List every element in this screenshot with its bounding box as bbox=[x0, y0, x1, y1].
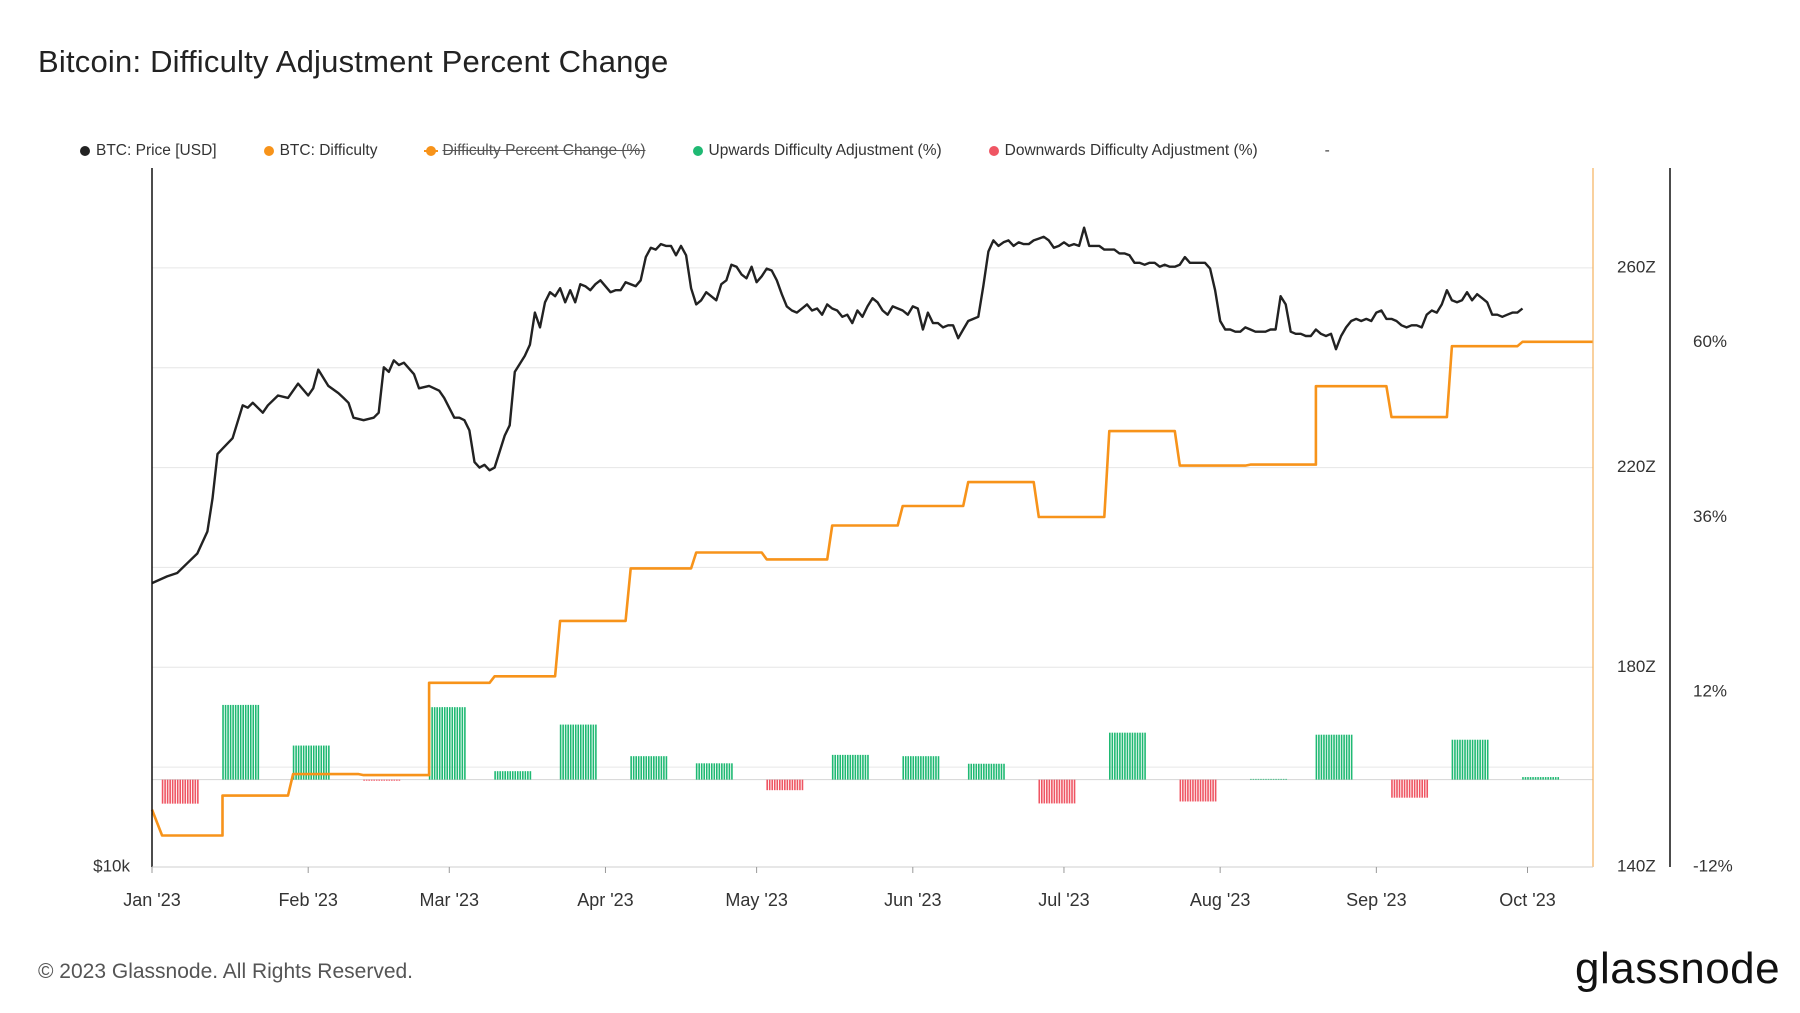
legend-label: BTC: Difficulty bbox=[279, 142, 378, 159]
legend-dot-price bbox=[80, 146, 90, 156]
legend-label: Difficulty Percent Change (%) bbox=[442, 142, 646, 159]
axes bbox=[151, 168, 1671, 873]
legend-item-difficulty[interactable]: BTC: Difficulty bbox=[263, 142, 378, 160]
axis-labels: Jan '23 Feb '23 Mar '23 Apr '23 May '23 Jun '… bbox=[93, 257, 1733, 910]
difficulty-line bbox=[150, 340, 1593, 837]
x-tick-label: Sep '23 bbox=[1346, 890, 1407, 910]
difficulty-series bbox=[150, 340, 1593, 837]
x-tick-label: Aug '23 bbox=[1190, 890, 1251, 910]
x-tick-label: Apr '23 bbox=[577, 890, 633, 910]
y-right-difficulty-tick-label: 140Z bbox=[1617, 856, 1656, 875]
legend-item-upwards-adjustment[interactable]: Upwards Difficulty Adjustment (%) bbox=[692, 142, 942, 160]
legend-label: Upwards Difficulty Adjustment (%) bbox=[708, 142, 942, 159]
y-right-difficulty-tick-label: 260Z bbox=[1617, 257, 1656, 276]
x-tick-label: May '23 bbox=[725, 890, 787, 910]
legend-item-price[interactable]: BTC: Price [USD] bbox=[80, 142, 217, 160]
grid-lines bbox=[152, 267, 1593, 781]
y-right-percent-tick-label: -12% bbox=[1693, 856, 1733, 875]
legend: BTC: Price [USD] BTC: Difficulty Difficu… bbox=[80, 140, 1330, 162]
page-title: Bitcoin: Difficulty Adjustment Percent C… bbox=[38, 44, 669, 79]
y-right-percent-tick-label: 36% bbox=[1693, 507, 1727, 526]
x-tick-label: Jan '23 bbox=[123, 890, 180, 910]
legend-dot-difficulty bbox=[263, 146, 274, 156]
legend-dot-upwards bbox=[692, 146, 703, 156]
price-series bbox=[151, 226, 1524, 585]
glassnode-logo: glassnode bbox=[1575, 944, 1781, 993]
legend-item-downwards-adjustment[interactable]: Downwards Difficulty Adjustment (%) bbox=[988, 142, 1258, 160]
x-tick-label: Oct '23 bbox=[1499, 890, 1555, 910]
x-tick-label: Jul '23 bbox=[1038, 890, 1089, 910]
price-line bbox=[151, 226, 1524, 585]
legend-label: Downwards Difficulty Adjustment (%) bbox=[1004, 142, 1258, 159]
x-tick-label: Jun '23 bbox=[884, 890, 941, 910]
legend-label: BTC: Price [USD] bbox=[96, 142, 217, 159]
legend-dot-downwards bbox=[988, 146, 999, 156]
adjustment-bars bbox=[161, 704, 1560, 804]
legend-item-difficulty-percent-change[interactable]: Difficulty Percent Change (%) bbox=[424, 142, 646, 160]
copyright-footer: © 2023 Glassnode. All Rights Reserved. bbox=[38, 960, 414, 983]
y-right-difficulty-tick-label: 180Z bbox=[1617, 657, 1656, 676]
y-left-tick-label: $10k bbox=[93, 856, 130, 875]
y-right-difficulty-tick-label: 220Z bbox=[1617, 457, 1656, 476]
y-right-percent-tick-label: 60% bbox=[1693, 332, 1727, 351]
y-right-percent-tick-label: 12% bbox=[1693, 682, 1727, 701]
legend-line-dot-icon bbox=[424, 146, 439, 156]
x-tick-label: Feb '23 bbox=[278, 890, 337, 910]
legend-more[interactable]: - bbox=[1324, 142, 1330, 159]
x-tick-label: Mar '23 bbox=[420, 890, 479, 910]
